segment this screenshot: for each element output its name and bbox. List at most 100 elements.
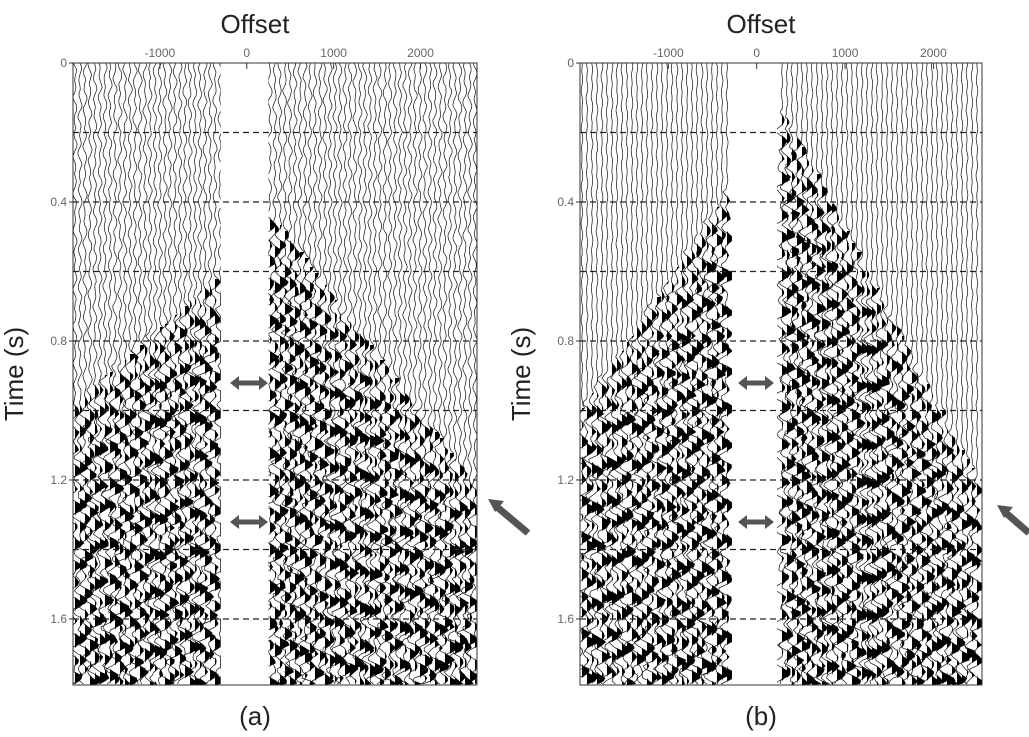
arrow-heads (738, 376, 774, 390)
trace (299, 63, 320, 685)
trace (946, 63, 967, 685)
y-tick-label: 0 (60, 56, 67, 70)
trace-fill (647, 312, 656, 685)
trace-fill (210, 282, 220, 685)
trace (580, 63, 592, 678)
trace-fill (305, 258, 314, 685)
trace-fill (617, 357, 625, 685)
trace (76, 63, 94, 685)
x-tick-label: -1000 (653, 46, 684, 60)
trace-fill (75, 402, 84, 685)
trace-fill (405, 393, 414, 685)
arrow-head (997, 505, 1013, 518)
trace-fill (707, 222, 716, 685)
gap (731, 63, 778, 685)
trace-fill (380, 360, 389, 685)
trace-fill (370, 345, 380, 685)
trace-fill (912, 357, 922, 685)
trace-fill (802, 147, 812, 685)
trace-fill (110, 372, 119, 685)
arrow-head (488, 499, 504, 512)
trace (415, 63, 434, 685)
trace-fill (857, 252, 867, 685)
trace-fill (822, 186, 831, 685)
x-tick-label: 2000 (407, 46, 434, 60)
trace (370, 63, 389, 685)
trace (345, 63, 365, 685)
trace-fill (120, 363, 129, 685)
trace (80, 63, 100, 685)
y-tick-label: 1.2 (557, 473, 574, 487)
trace (882, 63, 902, 685)
frame (579, 62, 983, 686)
trace (396, 63, 414, 685)
trace-fill (892, 318, 902, 685)
trace (858, 63, 877, 685)
trace-fill (927, 384, 936, 685)
trace (130, 63, 151, 685)
trace (355, 63, 375, 685)
trace (912, 63, 932, 685)
trace-fill (952, 432, 962, 685)
trace-fill (897, 327, 906, 685)
trace-fill (90, 390, 99, 685)
trace (602, 63, 622, 685)
trace-fill (872, 279, 882, 685)
trace-fill (812, 165, 822, 685)
trace-fill (465, 471, 474, 685)
trace (792, 63, 812, 685)
trace-fill (597, 387, 606, 685)
trace (410, 63, 429, 685)
trace-fill (967, 459, 975, 685)
trace (195, 63, 215, 685)
trace (907, 63, 927, 685)
trace-fill (717, 207, 727, 685)
trace-fill (170, 318, 180, 685)
trace (837, 63, 857, 685)
trace (677, 63, 697, 685)
y-tick-label: 1.6 (50, 612, 67, 626)
trace (391, 63, 410, 685)
trace (125, 63, 145, 685)
y-tick-label: 1.2 (50, 473, 67, 487)
trace-fill (410, 399, 419, 685)
panel-b: Offset (b) Time (s) -1000 0 1000 2000 0 0.4 0.8 1.… (506, 9, 983, 731)
trace-fill (727, 192, 736, 685)
trace (637, 63, 656, 685)
frame (72, 62, 478, 686)
trace (180, 63, 199, 685)
trace (867, 63, 887, 685)
trace (437, 63, 456, 685)
trace-fill (657, 297, 667, 685)
y-tick-label: 0.8 (50, 334, 67, 348)
y-tick-label: 0.8 (557, 334, 574, 348)
trace-fill (400, 387, 410, 685)
trace-fill (420, 411, 429, 685)
trace-fill (365, 339, 375, 685)
trace-fill (275, 219, 284, 685)
trace-fill (325, 285, 335, 685)
trace (340, 63, 360, 685)
x-tick-label: 2000 (920, 46, 947, 60)
trace-fill (215, 279, 224, 685)
trace-fill (330, 291, 340, 685)
trace-fill (602, 378, 612, 685)
x-tick-label: 0 (243, 46, 250, 60)
trace (588, 63, 607, 685)
trace (702, 63, 722, 685)
trace-fill (450, 453, 459, 685)
trace-fill (687, 252, 697, 685)
trace-fill (842, 222, 851, 685)
trace-fill (85, 393, 93, 685)
trace (813, 63, 832, 685)
trace (822, 63, 842, 685)
trace-fill (460, 465, 469, 685)
trace-fill (200, 291, 210, 685)
x-axis-title: Offset (221, 9, 291, 39)
trace-fill (637, 327, 646, 685)
trace-fill (440, 438, 450, 685)
trace (817, 63, 837, 685)
trace (598, 63, 617, 685)
gap (220, 63, 269, 685)
